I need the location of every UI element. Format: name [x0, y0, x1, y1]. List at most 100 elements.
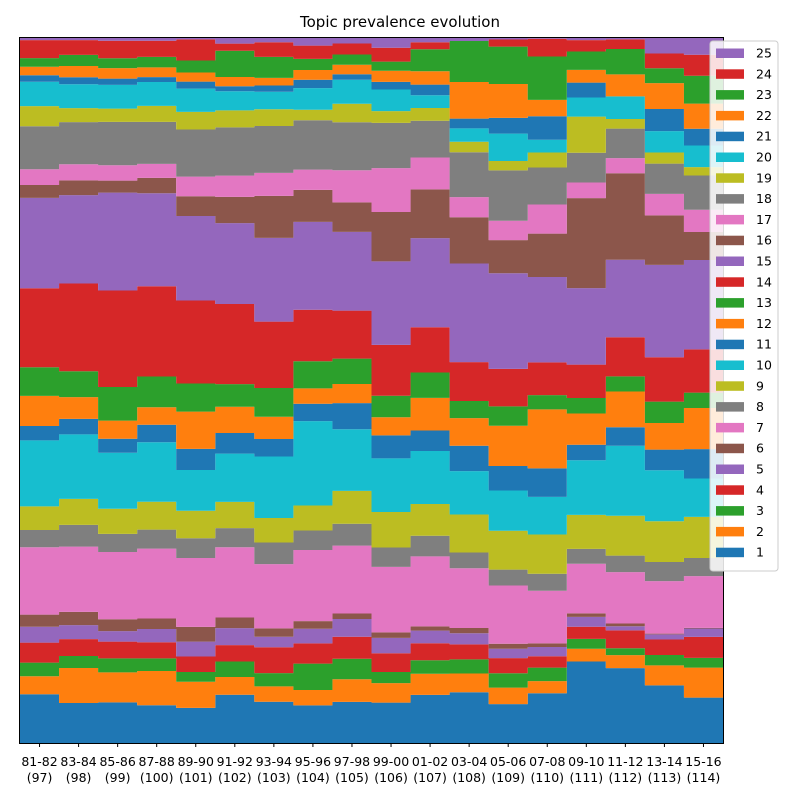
area-series-16	[20, 173, 723, 289]
legend-label-4: 4	[756, 482, 764, 497]
legend-label-15: 15	[756, 254, 772, 269]
legend-swatch-15	[716, 256, 744, 266]
x-tick-sublabel: (103)	[257, 770, 291, 785]
legend-swatch-19	[716, 173, 744, 183]
legend-swatch-25	[716, 48, 744, 58]
x-tick-sublabel: (97)	[27, 770, 53, 785]
area-series-13	[20, 358, 723, 426]
legend-swatch-7	[716, 422, 744, 433]
x-tick-sublabel: (112)	[609, 770, 643, 785]
x-tick-sublabel: (104)	[296, 770, 330, 785]
legend-label-24: 24	[756, 66, 772, 81]
x-axis: 81-82(97) 83-84(98) 85-86(99) 87-88(100) 89-…	[21, 743, 722, 785]
legend-label-13: 13	[756, 295, 772, 310]
legend-label-2: 2	[756, 524, 764, 539]
area-series-23	[20, 40, 723, 104]
legend-label-20: 20	[756, 150, 772, 165]
area-series-8	[20, 523, 723, 591]
legend-label-14: 14	[756, 274, 772, 289]
legend-swatch-24	[716, 69, 744, 79]
area-series-22	[20, 64, 723, 129]
legend-swatch-14	[716, 277, 744, 287]
legend-swatch-21	[716, 131, 744, 142]
x-tick-sublabel: (105)	[335, 770, 369, 785]
x-tick-label: 89-90	[178, 754, 214, 769]
x-tick-sublabel: (101)	[179, 770, 213, 785]
x-tick-label: 97-98	[334, 754, 370, 769]
x-tick-label: 13-14	[646, 754, 682, 769]
x-tick-label: 01-02	[412, 754, 448, 769]
legend-label-16: 16	[756, 233, 772, 248]
legend-label-7: 7	[756, 420, 764, 435]
legend-label-18: 18	[756, 191, 772, 206]
area-series-6	[20, 611, 723, 649]
area-series-25	[20, 38, 723, 55]
legend-swatch-9	[716, 381, 744, 391]
x-tick-sublabel: (109)	[491, 770, 525, 785]
legend-swatch-4	[716, 485, 744, 495]
legend-swatch-20	[716, 152, 744, 162]
legend-swatch-5	[716, 464, 744, 474]
x-tick-sublabel: (111)	[569, 770, 603, 785]
x-tick-label: 11-12	[607, 754, 643, 769]
legend-label-22: 22	[756, 108, 772, 123]
legend-swatch-1	[716, 547, 744, 558]
x-tick-label: 99-00	[373, 754, 409, 769]
x-tick-label: 03-04	[451, 754, 487, 769]
x-tick-sublabel: (100)	[140, 770, 174, 785]
legend-label-1: 1	[756, 545, 764, 560]
legend-swatch-6	[716, 443, 744, 454]
legend-swatch-8	[716, 402, 744, 412]
x-tick-label: 93-94	[256, 754, 292, 769]
area-series-10	[20, 421, 723, 535]
legend-label-5: 5	[756, 462, 764, 477]
area-series-20	[20, 79, 723, 168]
x-tick-label: 15-16	[685, 754, 721, 769]
x-tick-label: 91-92	[217, 754, 253, 769]
legend-label-25: 25	[756, 46, 772, 61]
legend-swatch-16	[716, 235, 744, 246]
area-series-19	[20, 103, 723, 176]
legend-label-6: 6	[756, 441, 764, 456]
legend-swatch-13	[716, 298, 744, 308]
x-tick-label: 07-08	[529, 754, 565, 769]
x-tick-label: 83-84	[60, 754, 96, 769]
legend-label-12: 12	[756, 316, 772, 331]
chart-title: Topic prevalence evolution	[299, 13, 500, 31]
x-tick-sublabel: (98)	[66, 770, 92, 785]
area-series-17	[20, 157, 723, 241]
legend-label-11: 11	[756, 337, 772, 352]
area-layer	[20, 38, 723, 743]
x-tick-sublabel: (106)	[374, 770, 408, 785]
legend-label-21: 21	[756, 129, 772, 144]
legend-swatch-2	[716, 526, 744, 537]
area-series-9	[20, 490, 723, 574]
legend-swatch-12	[716, 318, 744, 329]
x-tick-sublabel: (114)	[687, 770, 721, 785]
x-tick-label: 05-06	[490, 754, 526, 769]
area-series-7	[20, 545, 723, 644]
legend: 2524232221201918171615141312111098765432…	[709, 40, 779, 572]
x-tick-label: 87-88	[139, 754, 175, 769]
x-tick-sublabel: (108)	[452, 770, 486, 785]
legend-swatch-18	[716, 194, 744, 204]
area-series-12	[20, 383, 723, 469]
area-series-14	[20, 283, 723, 407]
area-series-15	[20, 192, 723, 369]
legend-label-3: 3	[756, 503, 764, 518]
x-tick-sublabel: (110)	[530, 770, 564, 785]
x-tick-label: 95-96	[295, 754, 331, 769]
x-tick-sublabel: (102)	[218, 770, 252, 785]
area-series-21	[20, 74, 723, 146]
legend-label-8: 8	[756, 399, 764, 414]
legend-label-23: 23	[756, 87, 772, 102]
area-series-11	[20, 403, 723, 497]
legend-swatch-11	[716, 339, 744, 350]
legend-label-19: 19	[756, 170, 772, 185]
area-series-5	[20, 616, 723, 659]
legend-swatch-10	[716, 360, 744, 370]
legend-swatch-23	[716, 90, 744, 100]
area-series-24	[20, 38, 723, 76]
x-tick-label: 81-82	[21, 754, 57, 769]
